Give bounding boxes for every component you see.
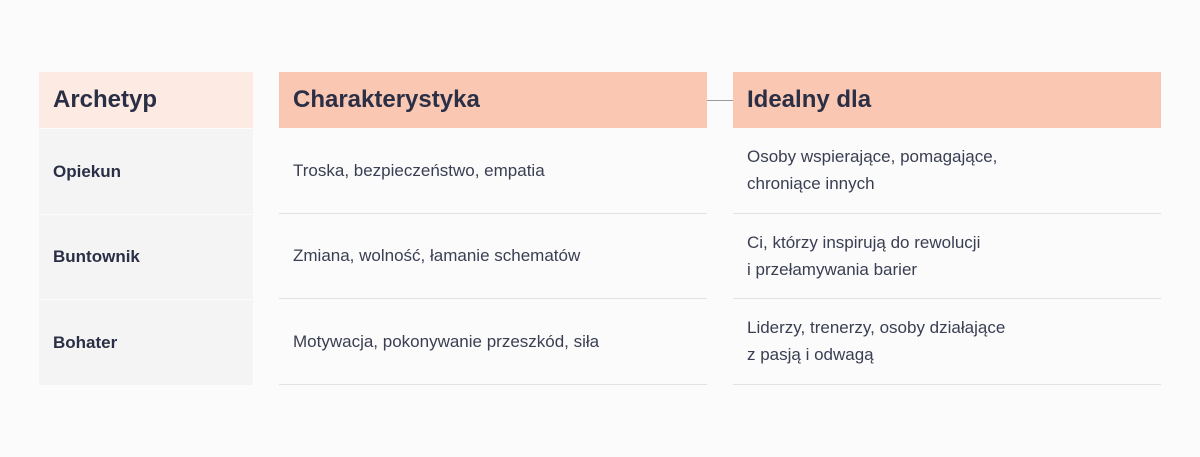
ideal-for-line: chroniące innych [747, 174, 875, 194]
characteristics-cell: Zmiana, wolność, łamanie schematów [279, 213, 707, 299]
archetype-cell: Opiekun [39, 128, 253, 214]
ideal-for-header: Idealny dla [733, 72, 1161, 128]
ideal-for-line: i przełamywania barier [747, 259, 918, 279]
ideal-for-line: z pasją i odwagą [747, 345, 874, 365]
archetype-cell: Buntownik [39, 213, 253, 299]
ideal-for-cell: Liderzy, trenerzy, osoby działające z pas… [733, 299, 1161, 385]
characteristics-header: Charakterystyka [279, 72, 707, 128]
archetype-column: Archetyp Opiekun Buntownik Bohater [39, 72, 253, 385]
ideal-for-line: Osoby wspierające, pomagające, [747, 147, 998, 167]
characteristics-cell: Motywacja, pokonywanie przeszkód, siła [279, 299, 707, 385]
ideal-for-cell: Osoby wspierające, pomagające, chroniące … [733, 128, 1161, 214]
ideal-for-column: Idealny dla Osoby wspierające, pomagając… [733, 72, 1161, 385]
characteristics-cell: Troska, bezpieczeństwo, empatia [279, 128, 707, 214]
header-connector-line [707, 100, 733, 101]
characteristics-column: Charakterystyka Troska, bezpieczeństwo, … [279, 72, 707, 385]
archetype-cell: Bohater [39, 299, 253, 385]
archetype-header: Archetyp [39, 72, 253, 128]
ideal-for-cell: Ci, którzy inspirują do rewolucji i przeł… [733, 213, 1161, 299]
ideal-for-line: Liderzy, trenerzy, osoby działające [747, 318, 1006, 338]
ideal-for-line: Ci, którzy inspirują do rewolucji [747, 232, 981, 252]
